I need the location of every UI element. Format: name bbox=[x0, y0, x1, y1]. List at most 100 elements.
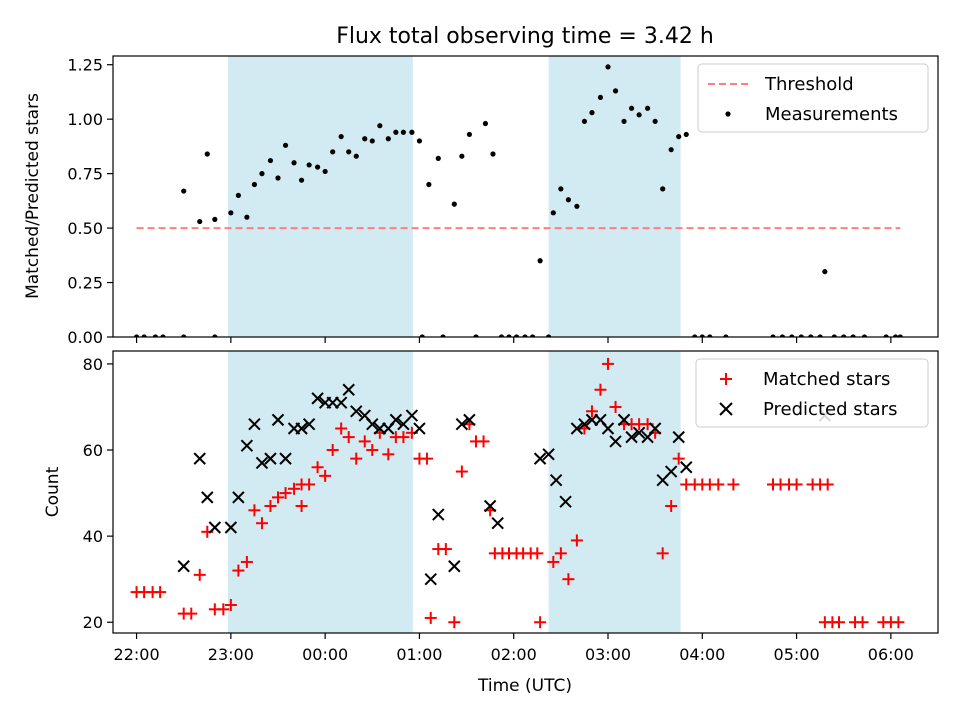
observing-window-1 bbox=[228, 351, 413, 633]
measurement-point bbox=[612, 88, 619, 94]
predicted-stars-point bbox=[455, 417, 469, 431]
matched-stars-point bbox=[224, 599, 237, 612]
predicted-stars-point bbox=[366, 417, 379, 431]
measurement-point bbox=[385, 136, 391, 142]
measurement-point bbox=[416, 138, 423, 144]
measurement-point bbox=[212, 334, 218, 337]
predicted-stars-point bbox=[491, 517, 504, 530]
measurement-point bbox=[346, 149, 352, 155]
count-y-tick-label: 80 bbox=[83, 355, 103, 374]
measurement-point bbox=[822, 269, 828, 275]
ratio-legend-box bbox=[697, 63, 929, 133]
measurement-point bbox=[251, 181, 258, 188]
measurement-point bbox=[498, 334, 505, 337]
predicted-stars-point bbox=[201, 491, 214, 504]
measurement-point bbox=[798, 334, 804, 337]
x-tick-label: 03:00 bbox=[585, 645, 631, 664]
predicted-stars-point bbox=[177, 560, 190, 573]
matched-stars-point bbox=[185, 607, 198, 620]
observing-window-2 bbox=[548, 351, 681, 633]
matched-legend-label: Matched stars bbox=[763, 369, 890, 390]
matched-stars-point bbox=[217, 603, 230, 616]
matched-stars-point bbox=[358, 435, 371, 448]
matched-stars-point bbox=[656, 547, 669, 560]
matched-stars-point bbox=[531, 547, 544, 560]
matched-stars-point bbox=[727, 478, 740, 491]
matched-stars-point bbox=[439, 543, 452, 556]
measurement-point bbox=[628, 105, 635, 111]
count-y-label: Count bbox=[43, 466, 63, 517]
matched-stars-point bbox=[366, 444, 379, 457]
matched-stars-point bbox=[303, 478, 316, 491]
predicted-stars-point bbox=[224, 521, 238, 534]
threshold-legend-label: Threshold bbox=[764, 74, 854, 95]
measurement-point bbox=[645, 105, 651, 111]
ratio-y-tick-label: 1.00 bbox=[67, 110, 103, 129]
matched-stars-point bbox=[319, 469, 332, 482]
predicted-stars-point bbox=[405, 409, 419, 422]
predicted-stars-point bbox=[559, 495, 572, 508]
predicted-legend-marker bbox=[719, 402, 733, 416]
figure-title: Flux total observing time = 3.42 h bbox=[336, 24, 714, 49]
matched-stars-point bbox=[455, 465, 468, 478]
ratio-y-tick-label: 0.00 bbox=[67, 328, 103, 347]
matched-stars-point bbox=[424, 611, 437, 624]
observing-window-1 bbox=[228, 56, 413, 337]
x-tick-label: 02:00 bbox=[491, 645, 537, 664]
matched-stars-point bbox=[193, 568, 206, 581]
matched-stars-point bbox=[892, 616, 905, 629]
observing-window-2 bbox=[548, 56, 681, 337]
matched-stars-point bbox=[248, 504, 261, 517]
measurement-point bbox=[133, 334, 140, 337]
measurement-point bbox=[883, 334, 889, 337]
measurement-point bbox=[808, 334, 814, 337]
predicted-stars-point bbox=[432, 508, 445, 521]
predicted-stars-point bbox=[248, 417, 261, 431]
x-tick-label: 00:00 bbox=[302, 645, 348, 664]
matched-stars-point bbox=[833, 616, 845, 629]
predicted-stars-point bbox=[193, 452, 206, 465]
matched-stars-point bbox=[326, 444, 339, 457]
measurement-point bbox=[306, 162, 312, 168]
measurement-point bbox=[369, 138, 375, 144]
matched-stars-point bbox=[272, 491, 284, 504]
predicted-stars-point bbox=[601, 422, 615, 435]
measurement-point bbox=[558, 186, 564, 192]
measurement-point bbox=[435, 155, 441, 161]
matched-stars-point bbox=[602, 357, 614, 370]
matched-stars-point bbox=[594, 383, 607, 396]
matched-stars-point bbox=[554, 547, 567, 560]
x-tick-label: 05:00 bbox=[774, 645, 820, 664]
measurement-point bbox=[892, 334, 899, 337]
matched-stars-point bbox=[856, 616, 869, 629]
matched-stars-point bbox=[585, 405, 598, 418]
predicted-stars-point bbox=[648, 422, 662, 435]
x-tick-label: 04:00 bbox=[679, 645, 725, 664]
measurement-point bbox=[676, 133, 682, 140]
matched-stars-point bbox=[477, 435, 490, 448]
measurement-point bbox=[779, 334, 786, 337]
matched-stars-point bbox=[821, 478, 834, 491]
measurement-point bbox=[660, 186, 666, 192]
measurement-point bbox=[581, 118, 588, 124]
predicted-stars-point bbox=[609, 435, 622, 448]
matched-stars-point bbox=[712, 478, 725, 491]
predicted-stars-point bbox=[424, 572, 437, 586]
measurements-legend-marker bbox=[725, 111, 731, 117]
count-panel: 20 40 60 80 22:00 23:00 00:00 01:00 02:00 03:00 0… bbox=[43, 350, 939, 664]
matched-stars-point bbox=[335, 422, 348, 435]
matched-stars-point bbox=[534, 616, 547, 629]
measurement-point bbox=[841, 334, 847, 337]
measurement-point bbox=[683, 131, 689, 138]
measurement-point bbox=[707, 334, 713, 337]
measurement-point bbox=[330, 149, 336, 155]
measurement-point bbox=[353, 153, 359, 159]
matched-stars-point bbox=[154, 586, 167, 599]
matched-stars-point bbox=[342, 431, 355, 444]
predicted-stars-point bbox=[625, 430, 638, 444]
measurement-point bbox=[850, 334, 856, 337]
predicted-stars-point bbox=[350, 405, 363, 418]
measurement-point bbox=[831, 334, 837, 337]
measurement-point bbox=[550, 210, 556, 216]
